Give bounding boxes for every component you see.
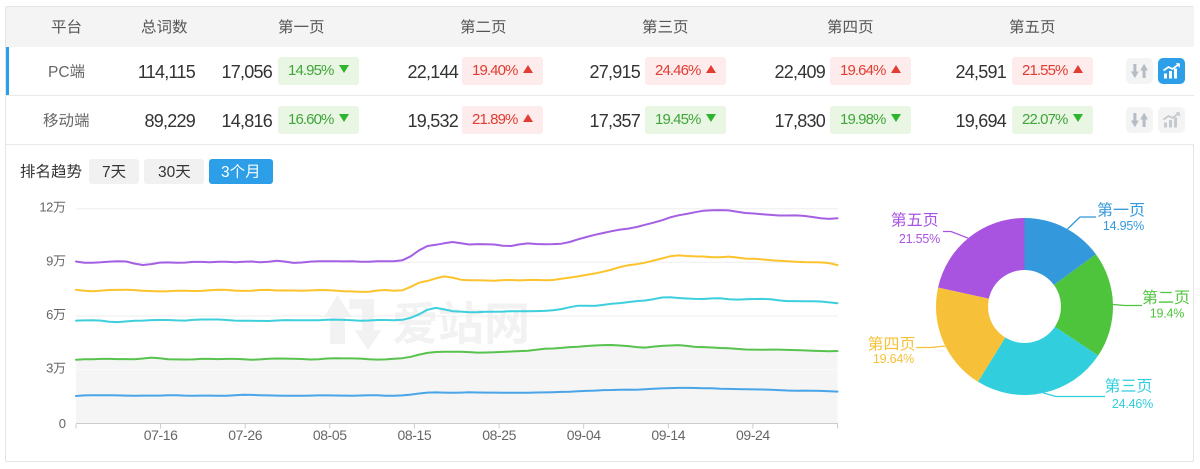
svg-text:09-04: 09-04: [567, 427, 601, 443]
svg-text:PC: PC: [48, 64, 70, 81]
svg-text:08-05: 08-05: [313, 427, 347, 443]
svg-text:09-24: 09-24: [736, 427, 770, 443]
svg-text:24.46%: 24.46%: [1112, 397, 1153, 411]
svg-text:08-25: 08-25: [482, 427, 516, 443]
svg-text:14.95%: 14.95%: [1103, 219, 1144, 233]
svg-text:3: 3: [221, 164, 230, 181]
svg-text:21.55%: 21.55%: [899, 232, 940, 246]
svg-text:07-26: 07-26: [228, 427, 262, 443]
svg-text:19.64%: 19.64%: [873, 352, 914, 366]
svg-text:30: 30: [158, 164, 176, 181]
svg-text:19.4%: 19.4%: [1150, 307, 1185, 321]
svg-text:12: 12: [39, 200, 53, 215]
svg-text:9: 9: [46, 253, 53, 268]
svg-text:08-15: 08-15: [397, 427, 431, 443]
svg-text:6: 6: [46, 307, 53, 322]
svg-text:09-14: 09-14: [651, 427, 685, 443]
svg-text:0: 0: [59, 416, 66, 431]
svg-text:3: 3: [46, 361, 53, 376]
svg-text:7: 7: [102, 164, 111, 181]
svg-text:07-16: 07-16: [144, 427, 178, 443]
